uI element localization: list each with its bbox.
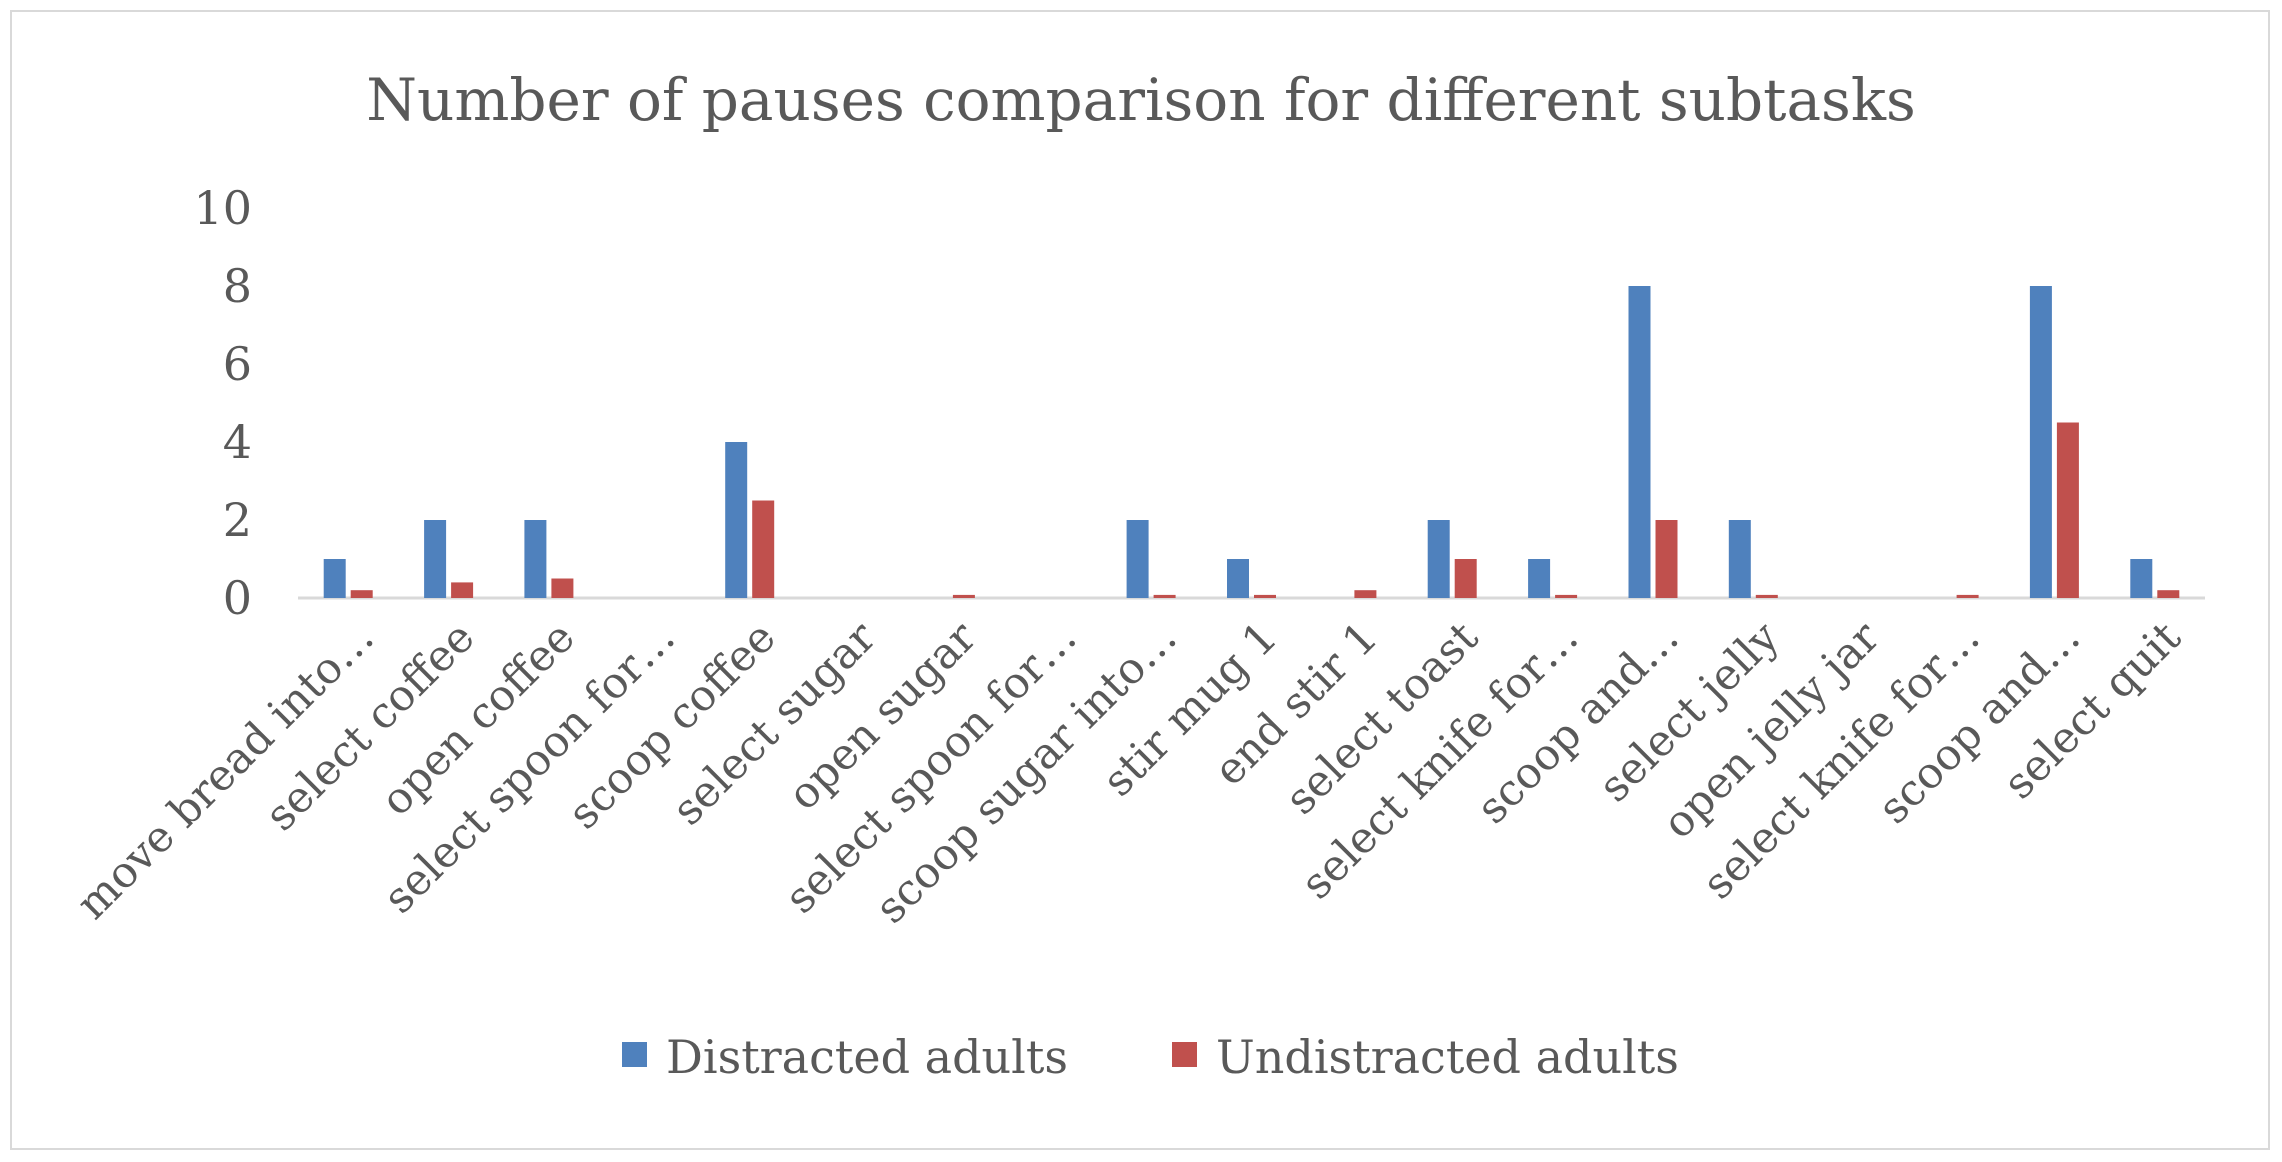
bars-group	[323, 286, 2180, 598]
bar-distracted	[2029, 286, 2052, 598]
y-tick-label: 2	[223, 493, 252, 547]
bar-undistracted	[2157, 590, 2180, 598]
bar-distracted	[725, 442, 748, 598]
bar-undistracted	[1755, 594, 1778, 598]
bar-undistracted	[451, 582, 474, 598]
y-tick-label: 6	[223, 337, 252, 391]
bar-undistracted	[952, 594, 975, 598]
bar-distracted	[2130, 559, 2153, 598]
bar-distracted	[1126, 520, 1149, 598]
bar-undistracted	[1153, 594, 1176, 598]
y-axis-ticks: 0 2 4 6 8 10	[193, 181, 252, 625]
legend-label-distracted: Distracted adults	[666, 1030, 1068, 1084]
bar-undistracted	[1956, 594, 1979, 598]
bar-undistracted	[1454, 559, 1477, 598]
legend-swatch-undistracted	[1172, 1042, 1197, 1067]
bar-undistracted	[1555, 594, 1578, 598]
bar-undistracted	[1354, 590, 1377, 598]
bar-distracted	[1427, 520, 1450, 598]
bar-distracted	[1227, 559, 1249, 598]
y-tick-label: 8	[223, 259, 252, 313]
bar-undistracted	[1655, 520, 1678, 598]
bar-distracted	[424, 520, 447, 598]
bar-undistracted	[752, 500, 775, 598]
bar-undistracted	[1254, 594, 1276, 598]
bar-distracted	[323, 559, 346, 598]
y-tick-label: 0	[223, 571, 252, 625]
bar-distracted	[1728, 520, 1751, 598]
legend-label-undistracted: Undistracted adults	[1216, 1030, 1679, 1084]
chart-title: Number of pauses comparison for differen…	[366, 66, 1915, 134]
legend-swatch-distracted	[622, 1042, 647, 1067]
bar-distracted	[1528, 559, 1551, 598]
bar-undistracted	[551, 578, 574, 598]
bar-undistracted	[350, 590, 373, 598]
bar-distracted	[1628, 286, 1651, 598]
y-tick-label: 4	[223, 415, 252, 469]
y-tick-label: 10	[193, 181, 252, 235]
legend: Distracted adults Undistracted adults	[622, 1030, 1679, 1084]
bar-distracted	[524, 520, 547, 598]
bar-undistracted	[2056, 422, 2079, 598]
